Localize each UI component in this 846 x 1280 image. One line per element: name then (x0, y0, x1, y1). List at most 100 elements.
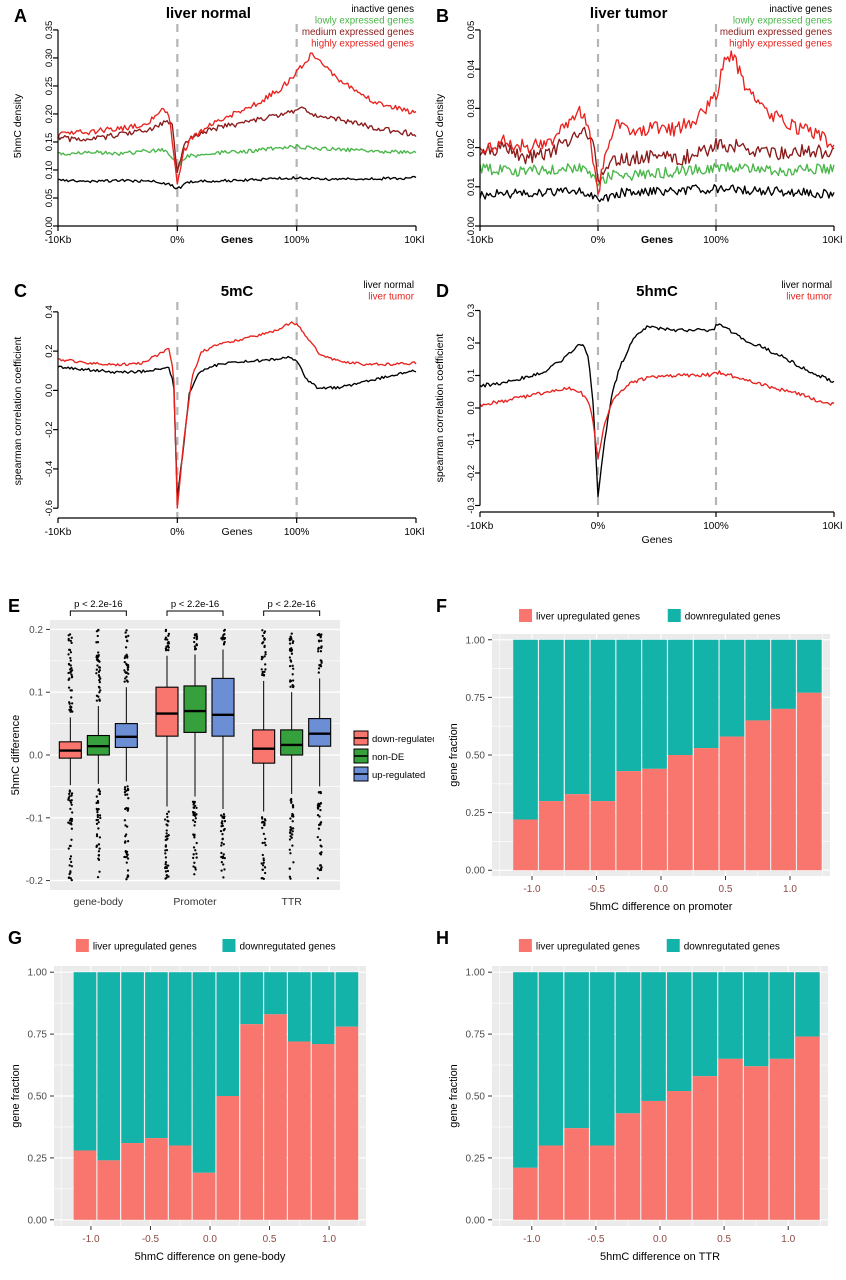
svg-text:10Kb: 10Kb (404, 235, 424, 246)
svg-text:100%: 100% (703, 235, 729, 246)
svg-text:0.00: 0.00 (44, 217, 55, 236)
svg-text:0%: 0% (591, 521, 606, 532)
svg-text:10Kb: 10Kb (404, 527, 424, 538)
svg-text:downregutated genes: downregutated genes (239, 942, 335, 953)
svg-text:0.00: 0.00 (466, 866, 486, 877)
svg-text:liver upregulated genes: liver upregulated genes (93, 942, 197, 953)
svg-text:1.0: 1.0 (783, 884, 797, 895)
svg-text:spearman correlation coefficie: spearman correlation coefficient (12, 337, 24, 486)
svg-text:1.0: 1.0 (781, 1234, 795, 1245)
svg-text:0.03: 0.03 (466, 99, 477, 118)
svg-text:-0.2: -0.2 (44, 421, 55, 437)
svg-text:Genes: Genes (642, 534, 673, 546)
panel-A-svg: 0.00 0.05 0.10 0.15 0.20 0.25 0.30 0.35 -10Kb 0% 1… (12, 4, 428, 246)
svg-text:-1.0: -1.0 (523, 1234, 541, 1245)
svg-text:liver tumor: liver tumor (368, 292, 414, 303)
svg-text:-0.2: -0.2 (466, 465, 477, 481)
svg-text:0.5: 0.5 (263, 1234, 277, 1245)
svg-text:up-regulated: up-regulated (372, 770, 425, 781)
svg-text:-1.0: -1.0 (82, 1234, 100, 1245)
panel-G-svg: liver upregulated genes downregutated gen… (10, 939, 366, 1263)
panel-E-chart: -0.2 -0.1 0.0 0.1 0.2 gene-body Promoter TTR p <… (6, 594, 438, 926)
svg-text:liver tumor: liver tumor (786, 292, 832, 303)
svg-text:-1.0: -1.0 (523, 884, 541, 895)
svg-text:-0.1: -0.1 (466, 432, 477, 448)
svg-text:-0.5: -0.5 (142, 1234, 160, 1245)
svg-text:p < 2.2e-16: p < 2.2e-16 (171, 599, 219, 610)
svg-text:5hmC difference on TTR: 5hmC difference on TTR (600, 1251, 720, 1263)
svg-text:0.35: 0.35 (44, 21, 55, 40)
svg-text:liver upregulated genes: liver upregulated genes (536, 612, 640, 623)
svg-text:100%: 100% (284, 527, 310, 538)
svg-text:1.00: 1.00 (466, 968, 486, 979)
svg-text:-10Kb: -10Kb (45, 235, 72, 246)
svg-text:0.05: 0.05 (44, 189, 55, 208)
svg-text:0.00: 0.00 (28, 1215, 48, 1226)
svg-text:0.20: 0.20 (44, 105, 55, 124)
panel-A-chart: 0.00 0.05 0.10 0.15 0.20 0.25 0.30 0.35 -10Kb 0% 1… (8, 2, 428, 272)
svg-text:0.25: 0.25 (44, 77, 55, 96)
panel-E-svg: -0.2 -0.1 0.0 0.1 0.2 gene-body Promoter TTR p <… (10, 599, 438, 908)
svg-text:0.0: 0.0 (29, 751, 43, 762)
svg-text:liver upregulated genes: liver upregulated genes (536, 942, 640, 953)
svg-text:0.4: 0.4 (44, 305, 55, 318)
svg-text:-10Kb: -10Kb (467, 521, 494, 532)
svg-text:10Kb: 10Kb (822, 521, 842, 532)
svg-text:Genes: Genes (641, 234, 673, 246)
svg-text:inactive genes: inactive genes (769, 4, 832, 15)
svg-text:100%: 100% (284, 235, 310, 246)
svg-text:inactive genes: inactive genes (351, 4, 414, 15)
svg-text:p < 2.2e-16: p < 2.2e-16 (74, 599, 122, 610)
svg-text:spearman correlation coefficie: spearman correlation coefficient (434, 334, 446, 483)
svg-text:0.1: 0.1 (29, 688, 43, 699)
panel-letter-C: C (14, 281, 27, 301)
svg-text:p < 2.2e-16: p < 2.2e-16 (267, 599, 315, 610)
svg-text:10Kb: 10Kb (822, 235, 842, 246)
svg-text:1.00: 1.00 (28, 968, 48, 979)
svg-text:0.50: 0.50 (466, 751, 486, 762)
svg-text:liver normal: liver normal (363, 280, 414, 291)
panel-letter-A: A (14, 6, 27, 26)
svg-text:Promoter: Promoter (173, 896, 217, 908)
svg-text:lowly expressed genes: lowly expressed genes (733, 16, 832, 27)
svg-text:5hmC: 5hmC (636, 283, 678, 300)
svg-text:0.75: 0.75 (466, 1030, 486, 1041)
svg-text:-0.6: -0.6 (44, 500, 55, 516)
panel-H-svg: liver upregulated genes downregutated gen… (448, 939, 828, 1263)
panel-C-svg: -0.6 -0.4 -0.2 0.0 0.2 0.4 -10Kb 0% 100% 10Kb Gene… (12, 280, 428, 538)
svg-text:downregulated genes: downregulated genes (685, 612, 781, 623)
svg-text:5hmC density: 5hmC density (434, 93, 446, 158)
svg-text:0.2: 0.2 (466, 336, 477, 349)
svg-text:1.00: 1.00 (466, 635, 486, 646)
svg-text:down-regulated: down-regulated (372, 734, 434, 745)
svg-text:0%: 0% (591, 235, 606, 246)
panel-letter-H: H (436, 928, 449, 948)
svg-text:liver tumor: liver tumor (590, 5, 668, 22)
panel-B-chart: 0.00 0.01 0.02 0.03 0.04 0.05 -10Kb 0% 100% 10Kb G… (430, 2, 846, 272)
svg-text:0.50: 0.50 (466, 1092, 486, 1103)
panel-letter-F: F (436, 596, 447, 616)
svg-text:0.25: 0.25 (466, 1153, 486, 1164)
svg-text:100%: 100% (703, 521, 729, 532)
panel-letter-G: G (8, 928, 23, 948)
svg-text:5hmC difference on promoter: 5hmC difference on promoter (590, 901, 733, 913)
svg-text:0.3: 0.3 (466, 304, 477, 317)
svg-text:downregutated genes: downregutated genes (684, 942, 780, 953)
panel-F-svg: liver upregulated genes downregulated gen… (448, 609, 830, 913)
svg-text:0.25: 0.25 (466, 808, 486, 819)
svg-text:0.02: 0.02 (466, 138, 477, 157)
svg-text:1.0: 1.0 (322, 1234, 336, 1245)
svg-text:-10Kb: -10Kb (45, 527, 72, 538)
svg-text:0.10: 0.10 (44, 161, 55, 180)
svg-text:0.5: 0.5 (717, 1234, 731, 1245)
panel-letter-E: E (8, 596, 21, 616)
panel-F-chart: liver upregulated genes downregulated gen… (444, 600, 842, 924)
svg-text:-0.5: -0.5 (588, 884, 606, 895)
svg-text:-0.3: -0.3 (466, 497, 477, 513)
svg-text:Genes: Genes (221, 234, 253, 246)
svg-text:0.1: 0.1 (466, 369, 477, 382)
svg-text:0.50: 0.50 (28, 1092, 48, 1103)
svg-text:medium expressed genes: medium expressed genes (720, 27, 832, 38)
svg-text:0.0: 0.0 (654, 884, 668, 895)
